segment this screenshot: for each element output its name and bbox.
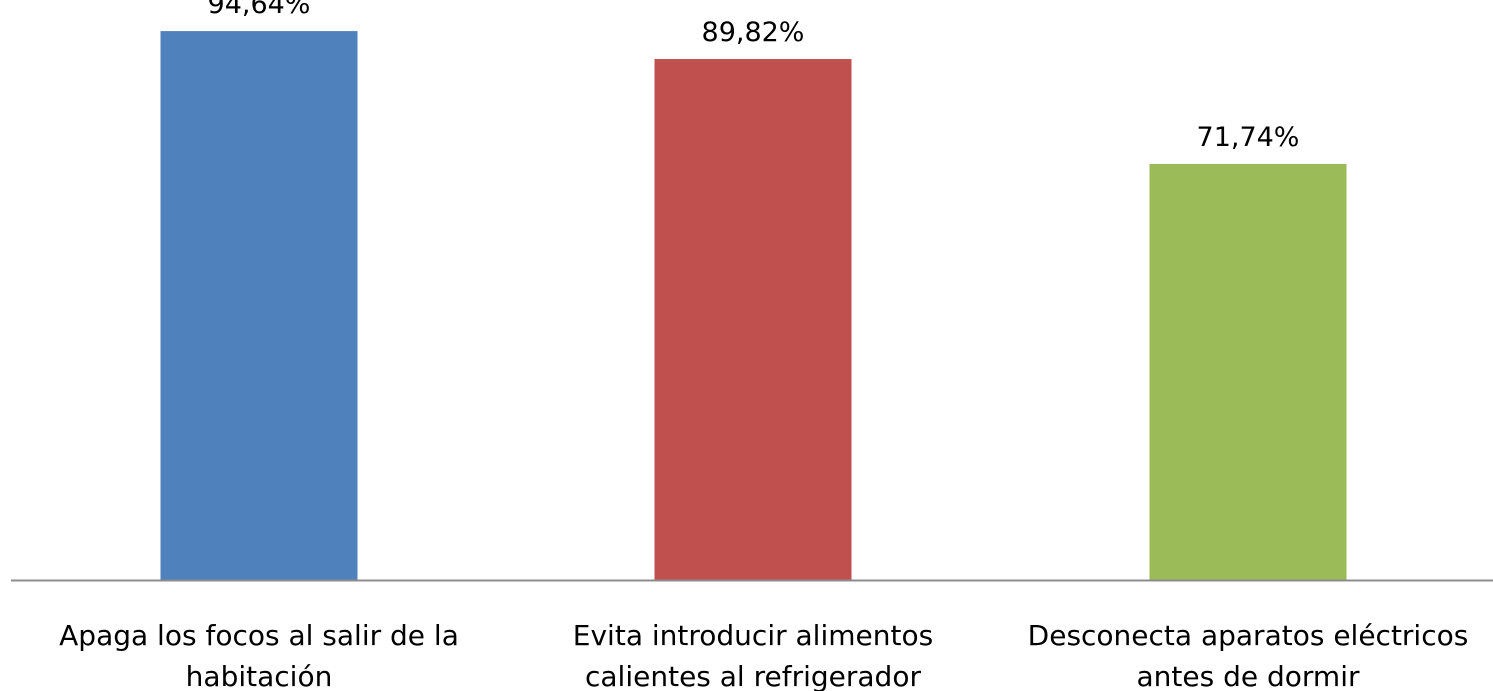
data-label-3: 71,74% xyxy=(1197,122,1300,153)
category-label-1: Apaga los focos al salir de la habitación xyxy=(59,619,459,691)
data-label-2: 89,82% xyxy=(702,17,805,48)
bar-1 xyxy=(160,31,358,580)
bar-2 xyxy=(654,59,852,580)
category-label-2: Evita introducir alimentos calientes al r… xyxy=(573,619,933,691)
category-label-2-line-2: calientes al refrigerador xyxy=(585,660,921,691)
category-label-3-line-1: Desconecta aparatos eléctricos xyxy=(1028,619,1469,652)
data-label-1: 94,64% xyxy=(208,0,311,20)
category-label-3-line-2: antes de dormir xyxy=(1137,660,1360,691)
category-label-3: Desconecta aparatos eléctricos antes de d… xyxy=(1028,619,1469,691)
bars-group xyxy=(160,31,1347,580)
bar-3 xyxy=(1149,163,1347,580)
category-label-2-line-1: Evita introducir alimentos xyxy=(573,619,933,652)
category-label-1-line-2: habitación xyxy=(186,660,333,691)
category-labels-group: Apaga los focos al salir de la habitación… xyxy=(59,619,1468,691)
category-label-1-line-1: Apaga los focos al salir de la xyxy=(59,619,459,652)
value-labels-group: 94,64% 89,82% 71,74% xyxy=(208,0,1300,153)
